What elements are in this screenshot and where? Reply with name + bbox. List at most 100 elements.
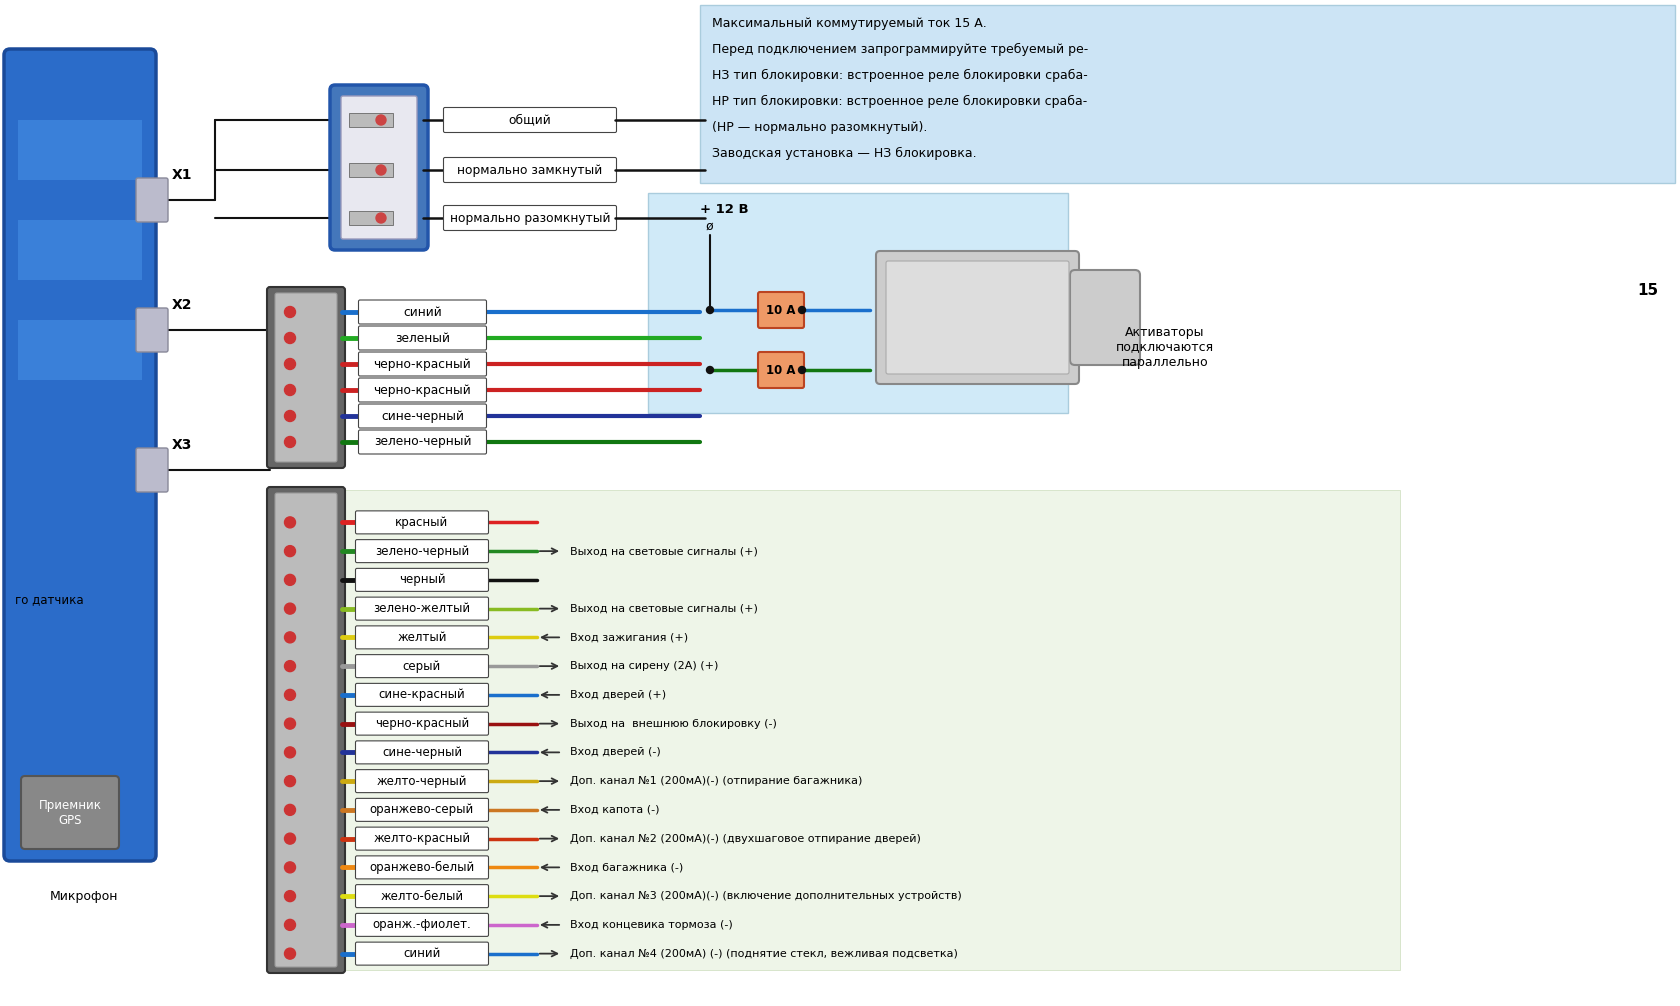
Text: сине-черный: сине-черный (381, 409, 464, 423)
Text: Выход на  внешнюю блокировку (-): Выход на внешнюю блокировку (-) (570, 718, 776, 728)
Bar (699, 5, 1673, 183)
FancyBboxPatch shape (276, 493, 336, 967)
Text: + 12 В: + 12 В (699, 203, 748, 216)
Text: ø: ø (706, 220, 714, 233)
Text: Активаторы
подключаются
параллельно: Активаторы подключаются параллельно (1116, 326, 1213, 368)
Text: Доп. канал №3 (200мА)(-) (включение дополнительных устройств): Доп. канал №3 (200мА)(-) (включение допо… (570, 891, 961, 901)
Circle shape (284, 333, 296, 343)
Text: желтый: желтый (396, 631, 447, 644)
FancyBboxPatch shape (354, 943, 489, 965)
FancyBboxPatch shape (354, 655, 489, 678)
Text: зеленый: зеленый (395, 332, 450, 344)
Bar (647, 193, 1067, 413)
FancyBboxPatch shape (354, 626, 489, 649)
Text: зелено-черный: зелено-черный (373, 436, 470, 449)
Circle shape (284, 776, 296, 787)
FancyBboxPatch shape (20, 776, 119, 849)
FancyBboxPatch shape (354, 511, 489, 534)
Text: оранж.-фиолет.: оранж.-фиолет. (373, 918, 470, 932)
FancyBboxPatch shape (354, 598, 489, 620)
Circle shape (284, 689, 296, 700)
Bar (349, 113, 393, 127)
FancyBboxPatch shape (354, 913, 489, 937)
Bar (18, 120, 141, 180)
Bar (341, 490, 1399, 970)
Bar (18, 220, 141, 280)
Text: серый: серый (403, 660, 440, 673)
FancyBboxPatch shape (354, 740, 489, 764)
FancyBboxPatch shape (358, 326, 486, 350)
Text: сине-красный: сине-красный (378, 688, 465, 701)
Circle shape (284, 358, 296, 369)
Text: Доп. канал №4 (200мА) (-) (поднятие стекл, вежливая подсветка): Доп. канал №4 (200мА) (-) (поднятие стек… (570, 949, 958, 959)
Circle shape (284, 437, 296, 448)
Text: оранжево-белый: оранжево-белый (370, 861, 474, 874)
Circle shape (284, 632, 296, 643)
Circle shape (376, 165, 386, 175)
Text: Приемник
GPS: Приемник GPS (39, 799, 101, 827)
Text: Вход дверей (-): Вход дверей (-) (570, 747, 660, 758)
Text: желто-красный: желто-красный (373, 832, 470, 845)
FancyBboxPatch shape (354, 827, 489, 850)
Text: синий: синий (403, 306, 442, 319)
FancyBboxPatch shape (758, 352, 803, 388)
Text: X1: X1 (171, 168, 193, 182)
Text: Вход концевика тормоза (-): Вход концевика тормоза (-) (570, 919, 732, 930)
Circle shape (284, 718, 296, 729)
Text: черно-красный: черно-красный (373, 357, 470, 370)
Bar (349, 211, 393, 225)
Text: Микрофон: Микрофон (50, 890, 118, 903)
Circle shape (284, 517, 296, 528)
Circle shape (284, 746, 296, 758)
Text: черно-красный: черно-красный (375, 717, 469, 730)
Circle shape (284, 919, 296, 931)
Text: Доп. канал №1 (200мА)(-) (отпирание багажника): Доп. канал №1 (200мА)(-) (отпирание бага… (570, 776, 862, 786)
Circle shape (284, 604, 296, 614)
Circle shape (284, 833, 296, 844)
Text: 15: 15 (1636, 283, 1658, 298)
Text: Заводская установка — НЗ блокировка.: Заводская установка — НЗ блокировка. (712, 147, 976, 160)
FancyBboxPatch shape (136, 448, 168, 492)
Text: Максимальный коммутируемый ток 15 А.: Максимальный коммутируемый ток 15 А. (712, 16, 986, 29)
Bar (349, 163, 393, 177)
Text: Вход багажника (-): Вход багажника (-) (570, 862, 682, 872)
FancyBboxPatch shape (444, 158, 617, 182)
Text: зелено-черный: зелено-черный (375, 544, 469, 557)
Text: общий: общий (509, 114, 551, 127)
Text: X2: X2 (171, 298, 193, 312)
Text: Вход капота (-): Вход капота (-) (570, 805, 659, 815)
Circle shape (376, 213, 386, 223)
Text: черно-красный: черно-красный (373, 383, 470, 396)
Circle shape (284, 410, 296, 422)
Text: нормально разомкнутый: нормально разомкнутый (450, 211, 610, 224)
Text: зелено-желтый: зелено-желтый (373, 603, 470, 615)
FancyBboxPatch shape (358, 378, 486, 402)
FancyBboxPatch shape (267, 287, 344, 468)
FancyBboxPatch shape (136, 308, 168, 352)
Circle shape (706, 307, 712, 314)
Text: черный: черный (398, 573, 445, 586)
FancyBboxPatch shape (354, 856, 489, 879)
FancyBboxPatch shape (885, 261, 1068, 374)
Text: Выход на световые сигналы (+): Выход на световые сигналы (+) (570, 604, 758, 614)
FancyBboxPatch shape (136, 178, 168, 222)
FancyBboxPatch shape (354, 683, 489, 706)
FancyBboxPatch shape (444, 108, 617, 133)
Text: 10 А: 10 А (766, 304, 795, 317)
Circle shape (284, 307, 296, 318)
Circle shape (284, 661, 296, 672)
Text: Перед подключением запрограммируйте требуемый ре-: Перед подключением запрограммируйте треб… (712, 42, 1087, 55)
Circle shape (706, 366, 712, 373)
FancyBboxPatch shape (358, 404, 486, 428)
Circle shape (284, 384, 296, 395)
Text: (НР — нормально разомкнутый).: (НР — нормально разомкнутый). (712, 121, 927, 134)
Circle shape (284, 805, 296, 816)
Text: сине-черный: сине-черный (381, 745, 462, 759)
Text: Вход дверей (+): Вход дверей (+) (570, 690, 665, 700)
FancyBboxPatch shape (1070, 270, 1139, 365)
Circle shape (376, 115, 386, 125)
FancyBboxPatch shape (267, 487, 344, 973)
Text: Выход на световые сигналы (+): Выход на световые сигналы (+) (570, 546, 758, 556)
FancyBboxPatch shape (329, 85, 428, 250)
FancyBboxPatch shape (444, 205, 617, 230)
